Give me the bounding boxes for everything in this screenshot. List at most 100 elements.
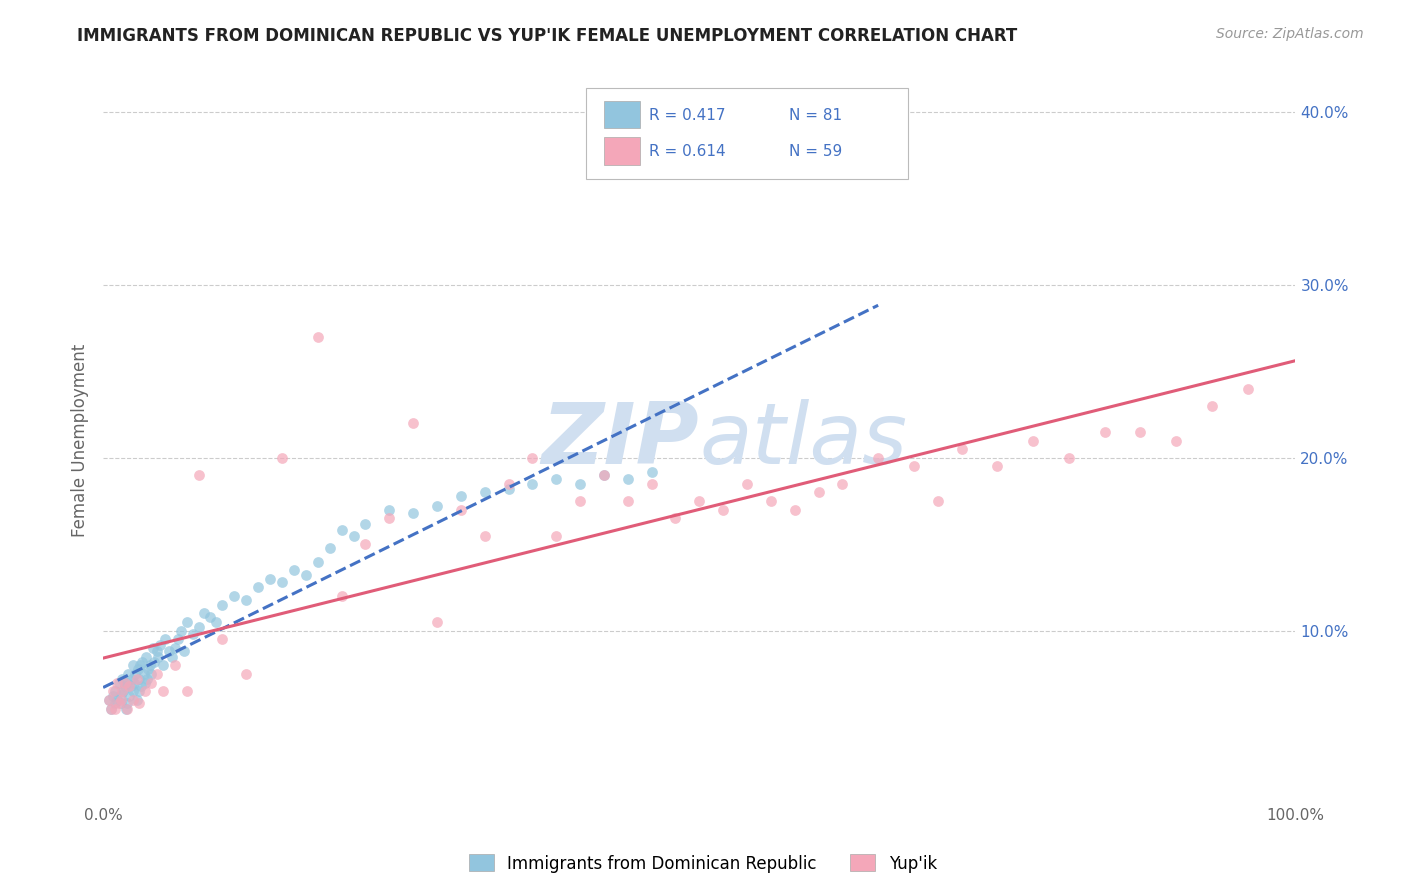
Point xyxy=(131,655,153,669)
Point xyxy=(616,494,638,508)
Point xyxy=(128,696,150,710)
Point xyxy=(122,684,145,698)
Point xyxy=(402,416,425,430)
Point xyxy=(330,589,353,603)
Point xyxy=(640,476,662,491)
Point xyxy=(142,640,165,655)
Point xyxy=(118,690,141,704)
Point xyxy=(450,502,472,516)
Point xyxy=(98,693,121,707)
Point xyxy=(735,476,758,491)
Point xyxy=(134,684,156,698)
Point xyxy=(200,610,222,624)
Point xyxy=(152,658,174,673)
Point xyxy=(187,468,209,483)
Point xyxy=(139,667,162,681)
Point xyxy=(110,696,132,710)
Point xyxy=(307,555,329,569)
Text: atlas: atlas xyxy=(699,399,907,482)
Point xyxy=(122,658,145,673)
Point xyxy=(271,450,294,465)
Point xyxy=(115,701,138,715)
Point xyxy=(474,485,496,500)
Point xyxy=(1166,434,1188,448)
Point xyxy=(111,672,134,686)
Point xyxy=(101,684,124,698)
Point xyxy=(114,701,136,715)
Point xyxy=(235,592,257,607)
Text: R = 0.417: R = 0.417 xyxy=(650,108,725,123)
FancyBboxPatch shape xyxy=(605,101,640,128)
Point xyxy=(522,476,544,491)
Text: R = 0.614: R = 0.614 xyxy=(650,144,725,159)
Point xyxy=(903,459,925,474)
Point xyxy=(330,524,353,538)
Point xyxy=(149,638,172,652)
Point xyxy=(98,693,121,707)
Point xyxy=(118,679,141,693)
Point xyxy=(271,575,294,590)
Point xyxy=(1236,382,1258,396)
Point xyxy=(110,693,132,707)
Point xyxy=(1057,450,1080,465)
Point xyxy=(283,563,305,577)
Point xyxy=(950,442,973,457)
Point xyxy=(593,468,616,483)
Point xyxy=(169,624,191,638)
Point xyxy=(187,620,209,634)
Point xyxy=(135,649,157,664)
Point xyxy=(114,675,136,690)
Point xyxy=(759,494,782,508)
Legend: Immigrants from Dominican Republic, Yup'ik: Immigrants from Dominican Republic, Yup'… xyxy=(463,847,943,880)
Point xyxy=(498,482,520,496)
Point xyxy=(143,655,166,669)
Point xyxy=(831,476,853,491)
Point xyxy=(546,472,568,486)
Point xyxy=(122,693,145,707)
FancyBboxPatch shape xyxy=(586,88,908,179)
Point xyxy=(640,465,662,479)
Point xyxy=(157,644,180,658)
Point xyxy=(181,627,204,641)
Point xyxy=(522,450,544,465)
Point xyxy=(121,672,143,686)
Point xyxy=(146,644,169,658)
FancyBboxPatch shape xyxy=(605,137,640,165)
Point xyxy=(111,684,134,698)
Point xyxy=(112,684,135,698)
Text: ZIP: ZIP xyxy=(541,399,699,482)
Point xyxy=(569,476,592,491)
Point xyxy=(115,675,138,690)
Point xyxy=(711,502,734,516)
Point xyxy=(927,494,949,508)
Point xyxy=(152,684,174,698)
Point xyxy=(128,684,150,698)
Point xyxy=(104,701,127,715)
Point xyxy=(569,494,592,508)
Point xyxy=(1129,425,1152,439)
Point xyxy=(235,667,257,681)
Point xyxy=(153,632,176,647)
Point xyxy=(138,658,160,673)
Text: N = 81: N = 81 xyxy=(789,108,842,123)
Point xyxy=(807,485,830,500)
Point xyxy=(107,696,129,710)
Point xyxy=(986,459,1008,474)
Point xyxy=(100,701,122,715)
Point xyxy=(163,640,186,655)
Text: Source: ZipAtlas.com: Source: ZipAtlas.com xyxy=(1216,27,1364,41)
Point xyxy=(474,528,496,542)
Point xyxy=(205,615,228,629)
Point xyxy=(211,598,233,612)
Point xyxy=(146,649,169,664)
Point xyxy=(162,649,184,664)
Point xyxy=(134,675,156,690)
Point xyxy=(114,679,136,693)
Point xyxy=(104,696,127,710)
Text: N = 59: N = 59 xyxy=(789,144,842,159)
Text: IMMIGRANTS FROM DOMINICAN REPUBLIC VS YUP'IK FEMALE UNEMPLOYMENT CORRELATION CHA: IMMIGRANTS FROM DOMINICAN REPUBLIC VS YU… xyxy=(77,27,1018,45)
Point xyxy=(128,672,150,686)
Point xyxy=(176,615,198,629)
Point xyxy=(426,615,449,629)
Point xyxy=(342,528,364,542)
